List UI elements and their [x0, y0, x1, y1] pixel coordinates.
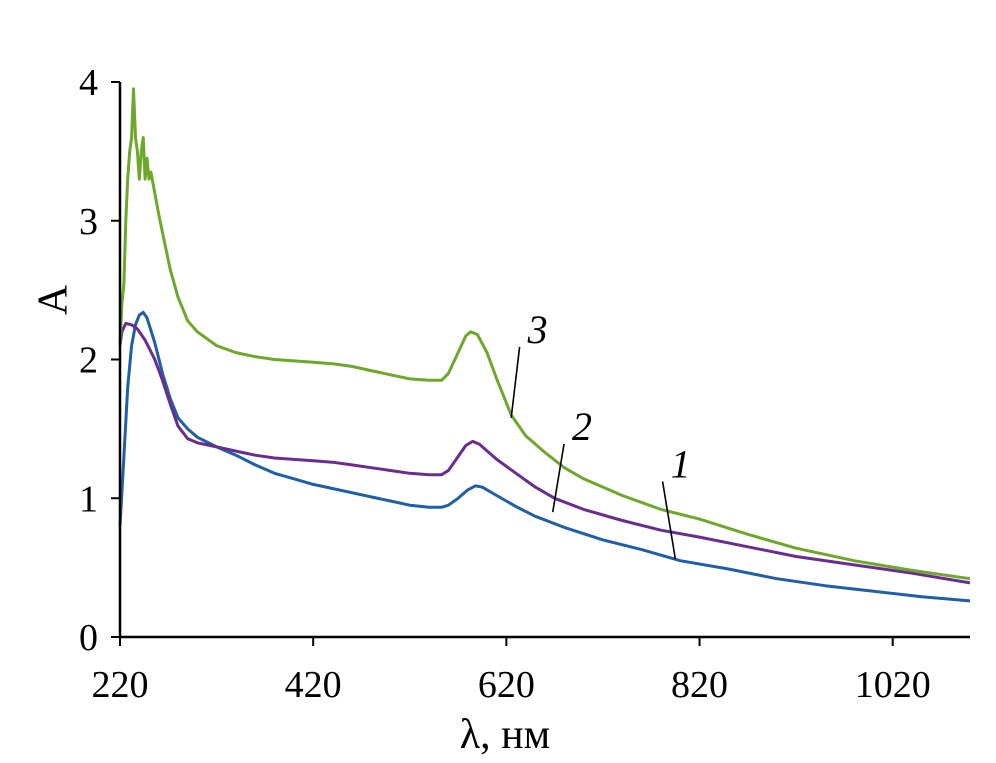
axes — [111, 81, 970, 646]
leader-line-3 — [510, 346, 521, 418]
series-lines — [118, 87, 971, 603]
leader-line-2 — [551, 443, 565, 513]
x-axis-label: λ, нм — [460, 712, 550, 758]
x-tick-label: 1020 — [855, 664, 931, 706]
y-tick-label: 0 — [79, 617, 98, 659]
y-axis-label: A — [31, 284, 77, 315]
tick-labels: 0 1 2 3 4 220 420 620 820 1020 — [79, 62, 931, 706]
y-tick-label: 1 — [79, 478, 98, 520]
series-label-1: 1 — [671, 441, 691, 486]
x-tick-label: 620 — [478, 664, 535, 706]
leader-line-1 — [661, 481, 677, 560]
y-tick-label: 4 — [79, 62, 98, 104]
series-label-3: 3 — [527, 307, 548, 352]
series-leader-lines — [510, 346, 677, 560]
series-labels: 1 2 3 — [527, 307, 691, 487]
x-tick-label: 820 — [671, 664, 728, 706]
series-line-2 — [118, 321, 971, 585]
x-tick-label: 220 — [92, 664, 149, 706]
x-tick-label: 420 — [285, 664, 342, 706]
series-line-3 — [118, 87, 971, 581]
series-line-1 — [118, 310, 971, 603]
series-label-2: 2 — [572, 404, 592, 449]
y-tick-label: 3 — [79, 201, 98, 243]
y-tick-label: 2 — [79, 340, 98, 382]
